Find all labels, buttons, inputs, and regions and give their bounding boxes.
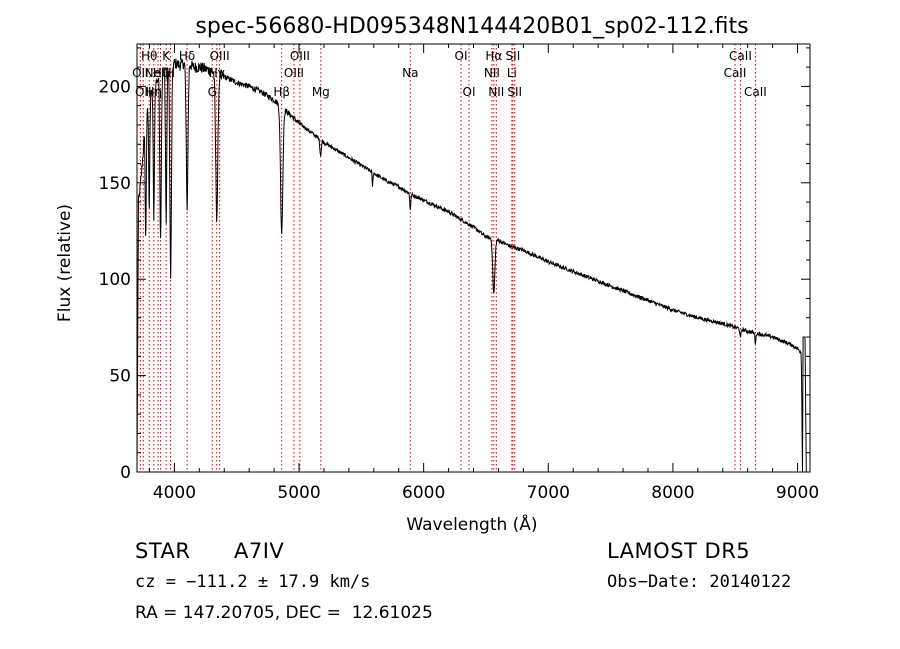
x-tick-label: 9000 bbox=[776, 483, 819, 503]
line-marker-label: NII bbox=[488, 85, 504, 99]
chart-title: spec-56680-HD095348N144420B01_sp02-112.f… bbox=[195, 14, 748, 39]
line-marker-label: Mg bbox=[312, 85, 330, 99]
line-marker-label: OIII bbox=[210, 49, 230, 63]
observation-date: Obs−Date: 20140122 bbox=[607, 572, 792, 592]
y-tick-label: 50 bbox=[109, 367, 131, 387]
line-marker-label: CaII bbox=[744, 85, 767, 99]
y-tick-label: 100 bbox=[99, 270, 131, 290]
survey-name: LAMOST DR5 bbox=[607, 539, 751, 563]
line-marker-label: Hβ bbox=[273, 85, 290, 99]
x-tick-label: 5000 bbox=[277, 483, 320, 503]
x-tick-label: 6000 bbox=[402, 483, 445, 503]
line-marker-label: K bbox=[162, 49, 171, 63]
spectrum-line bbox=[136, 58, 807, 473]
coordinates: RA = 147.20705, DEC = 12.61025 bbox=[135, 603, 433, 623]
line-marker-label: Hα bbox=[485, 49, 502, 63]
line-marker-label: OIII bbox=[284, 66, 304, 80]
y-tick-label: 0 bbox=[120, 463, 131, 483]
line-marker-label: H bbox=[166, 66, 175, 80]
line-marker-label: Hθ bbox=[141, 49, 157, 63]
line-marker-label: SII bbox=[506, 49, 521, 63]
y-axis-label: Flux (relative) bbox=[55, 204, 75, 322]
line-marker-label: SII bbox=[507, 85, 522, 99]
object-subclass: A7IV bbox=[234, 539, 285, 563]
line-marker-label: Na bbox=[402, 66, 418, 80]
line-marker-label: CaII bbox=[724, 66, 747, 80]
line-marker-label: OIII bbox=[290, 49, 310, 63]
y-axis-ticks: 0 50 100 150 200 bbox=[99, 47, 810, 483]
plot-frame bbox=[136, 43, 811, 473]
line-marker-label: OI bbox=[463, 85, 476, 99]
x-tick-label: 8000 bbox=[651, 483, 694, 503]
line-marker-label: OII bbox=[132, 66, 149, 80]
x-axis-ticks: 4000 5000 6000 7000 8000 9000 bbox=[148, 44, 819, 503]
line-marker-label: Hδ bbox=[179, 49, 195, 63]
line-marker-labels: OIIOIIHθHηNeIIIHζKHHδGHγOIIIHβOIIIOIIIMg… bbox=[132, 49, 767, 99]
x-axis-label: Wavelength (Å) bbox=[406, 513, 537, 535]
line-marker-label: OII bbox=[135, 85, 152, 99]
line-marker-label: Hη bbox=[146, 85, 163, 99]
radial-velocity: cz = −111.2 ± 17.9 km/s bbox=[135, 572, 371, 592]
line-marker-label: OI bbox=[455, 49, 468, 63]
line-marker-label: Li bbox=[507, 66, 517, 80]
x-tick-label: 7000 bbox=[527, 483, 570, 503]
object-class: STAR bbox=[135, 539, 191, 563]
line-marker-label: G bbox=[208, 85, 217, 99]
x-tick-label: 4000 bbox=[153, 483, 196, 503]
y-tick-label: 150 bbox=[99, 174, 131, 194]
line-markers bbox=[139, 44, 756, 472]
y-tick-label: 200 bbox=[99, 77, 131, 97]
line-marker-label: NII bbox=[484, 66, 500, 80]
line-marker-label: CaII bbox=[729, 49, 752, 63]
